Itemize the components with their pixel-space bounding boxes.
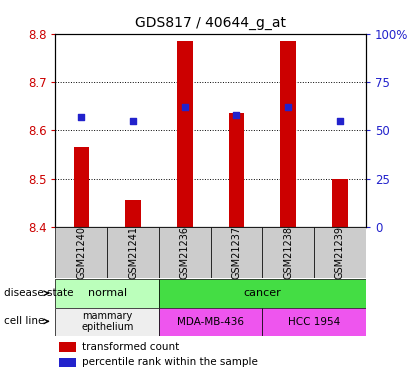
Text: cancer: cancer — [243, 288, 281, 298]
Bar — [55, 279, 159, 308]
Bar — [159, 308, 262, 336]
Bar — [280, 41, 296, 227]
Bar — [262, 308, 366, 336]
Point — [233, 112, 240, 118]
Bar — [229, 113, 244, 227]
Bar — [55, 227, 107, 278]
Bar — [59, 342, 76, 352]
Text: GSM21241: GSM21241 — [128, 226, 138, 279]
Bar — [107, 227, 159, 278]
Bar — [211, 227, 262, 278]
Bar — [159, 227, 210, 278]
Text: GSM21238: GSM21238 — [283, 226, 293, 279]
Bar — [314, 227, 366, 278]
Point — [337, 118, 343, 124]
Point — [182, 104, 188, 110]
Text: percentile rank within the sample: percentile rank within the sample — [82, 357, 258, 368]
Text: GSM21236: GSM21236 — [180, 226, 190, 279]
Bar — [125, 200, 141, 227]
Point — [285, 104, 291, 110]
Text: transformed count: transformed count — [82, 342, 179, 352]
Text: GSM21237: GSM21237 — [231, 226, 242, 279]
Bar — [262, 227, 314, 278]
Text: cell line: cell line — [4, 316, 44, 326]
Bar — [332, 178, 348, 227]
Text: HCC 1954: HCC 1954 — [288, 316, 340, 327]
Text: disease state: disease state — [4, 288, 74, 298]
Point — [130, 118, 136, 124]
Text: normal: normal — [88, 288, 127, 298]
Text: GSM21240: GSM21240 — [76, 226, 86, 279]
Bar — [55, 308, 159, 336]
Text: GSM21239: GSM21239 — [335, 226, 345, 279]
Text: MDA-MB-436: MDA-MB-436 — [177, 316, 244, 327]
Bar — [59, 358, 76, 367]
Bar — [74, 147, 89, 227]
Title: GDS817 / 40644_g_at: GDS817 / 40644_g_at — [135, 16, 286, 30]
Bar — [177, 41, 192, 227]
Text: mammary
epithelium: mammary epithelium — [81, 311, 134, 332]
Point — [78, 114, 85, 120]
Bar — [159, 279, 366, 308]
